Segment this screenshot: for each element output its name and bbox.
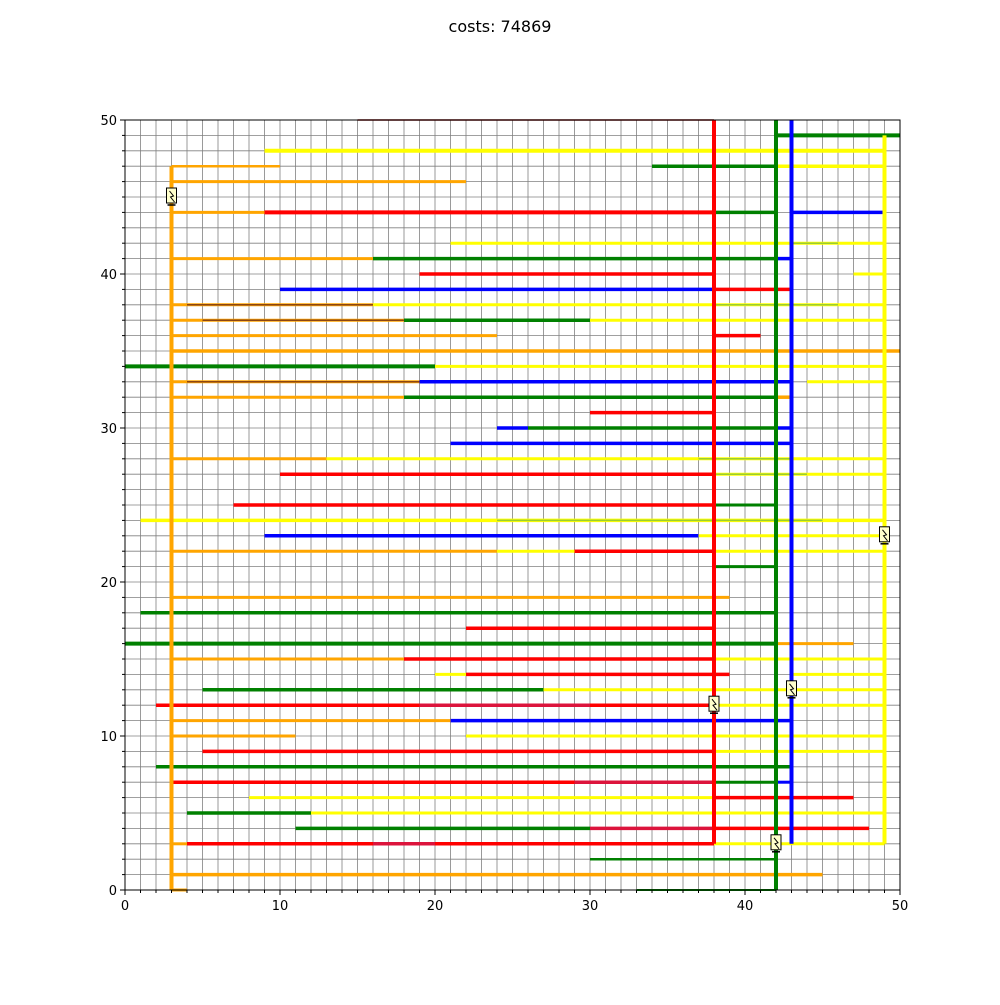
route-segments: [125, 119, 900, 892]
plug-icon: [879, 526, 890, 545]
x-tick-label: 50: [892, 899, 909, 914]
x-tick-label: 20: [427, 899, 444, 914]
chart-title: costs: 74869: [448, 17, 552, 36]
y-tick-label: 0: [109, 884, 117, 899]
y-tick-label: 50: [100, 114, 117, 129]
plug-icon: [770, 834, 782, 853]
plug-icon: [708, 695, 720, 714]
y-tick-label: 20: [100, 576, 117, 591]
y-tick-label: 40: [100, 268, 117, 283]
x-tick-label: 30: [582, 899, 599, 914]
x-tick-label: 10: [272, 899, 289, 914]
x-tick-label: 0: [121, 899, 129, 914]
y-tick-label: 10: [100, 730, 117, 745]
x-tick-label: 40: [737, 899, 754, 914]
axes: 0 10 20 30 40 50 0 10 20 30 40 50: [100, 114, 908, 914]
plug-icon: [166, 187, 177, 206]
plug-icon: [786, 680, 797, 699]
terminal-markers: [166, 187, 890, 853]
y-tick-label: 30: [100, 422, 117, 437]
